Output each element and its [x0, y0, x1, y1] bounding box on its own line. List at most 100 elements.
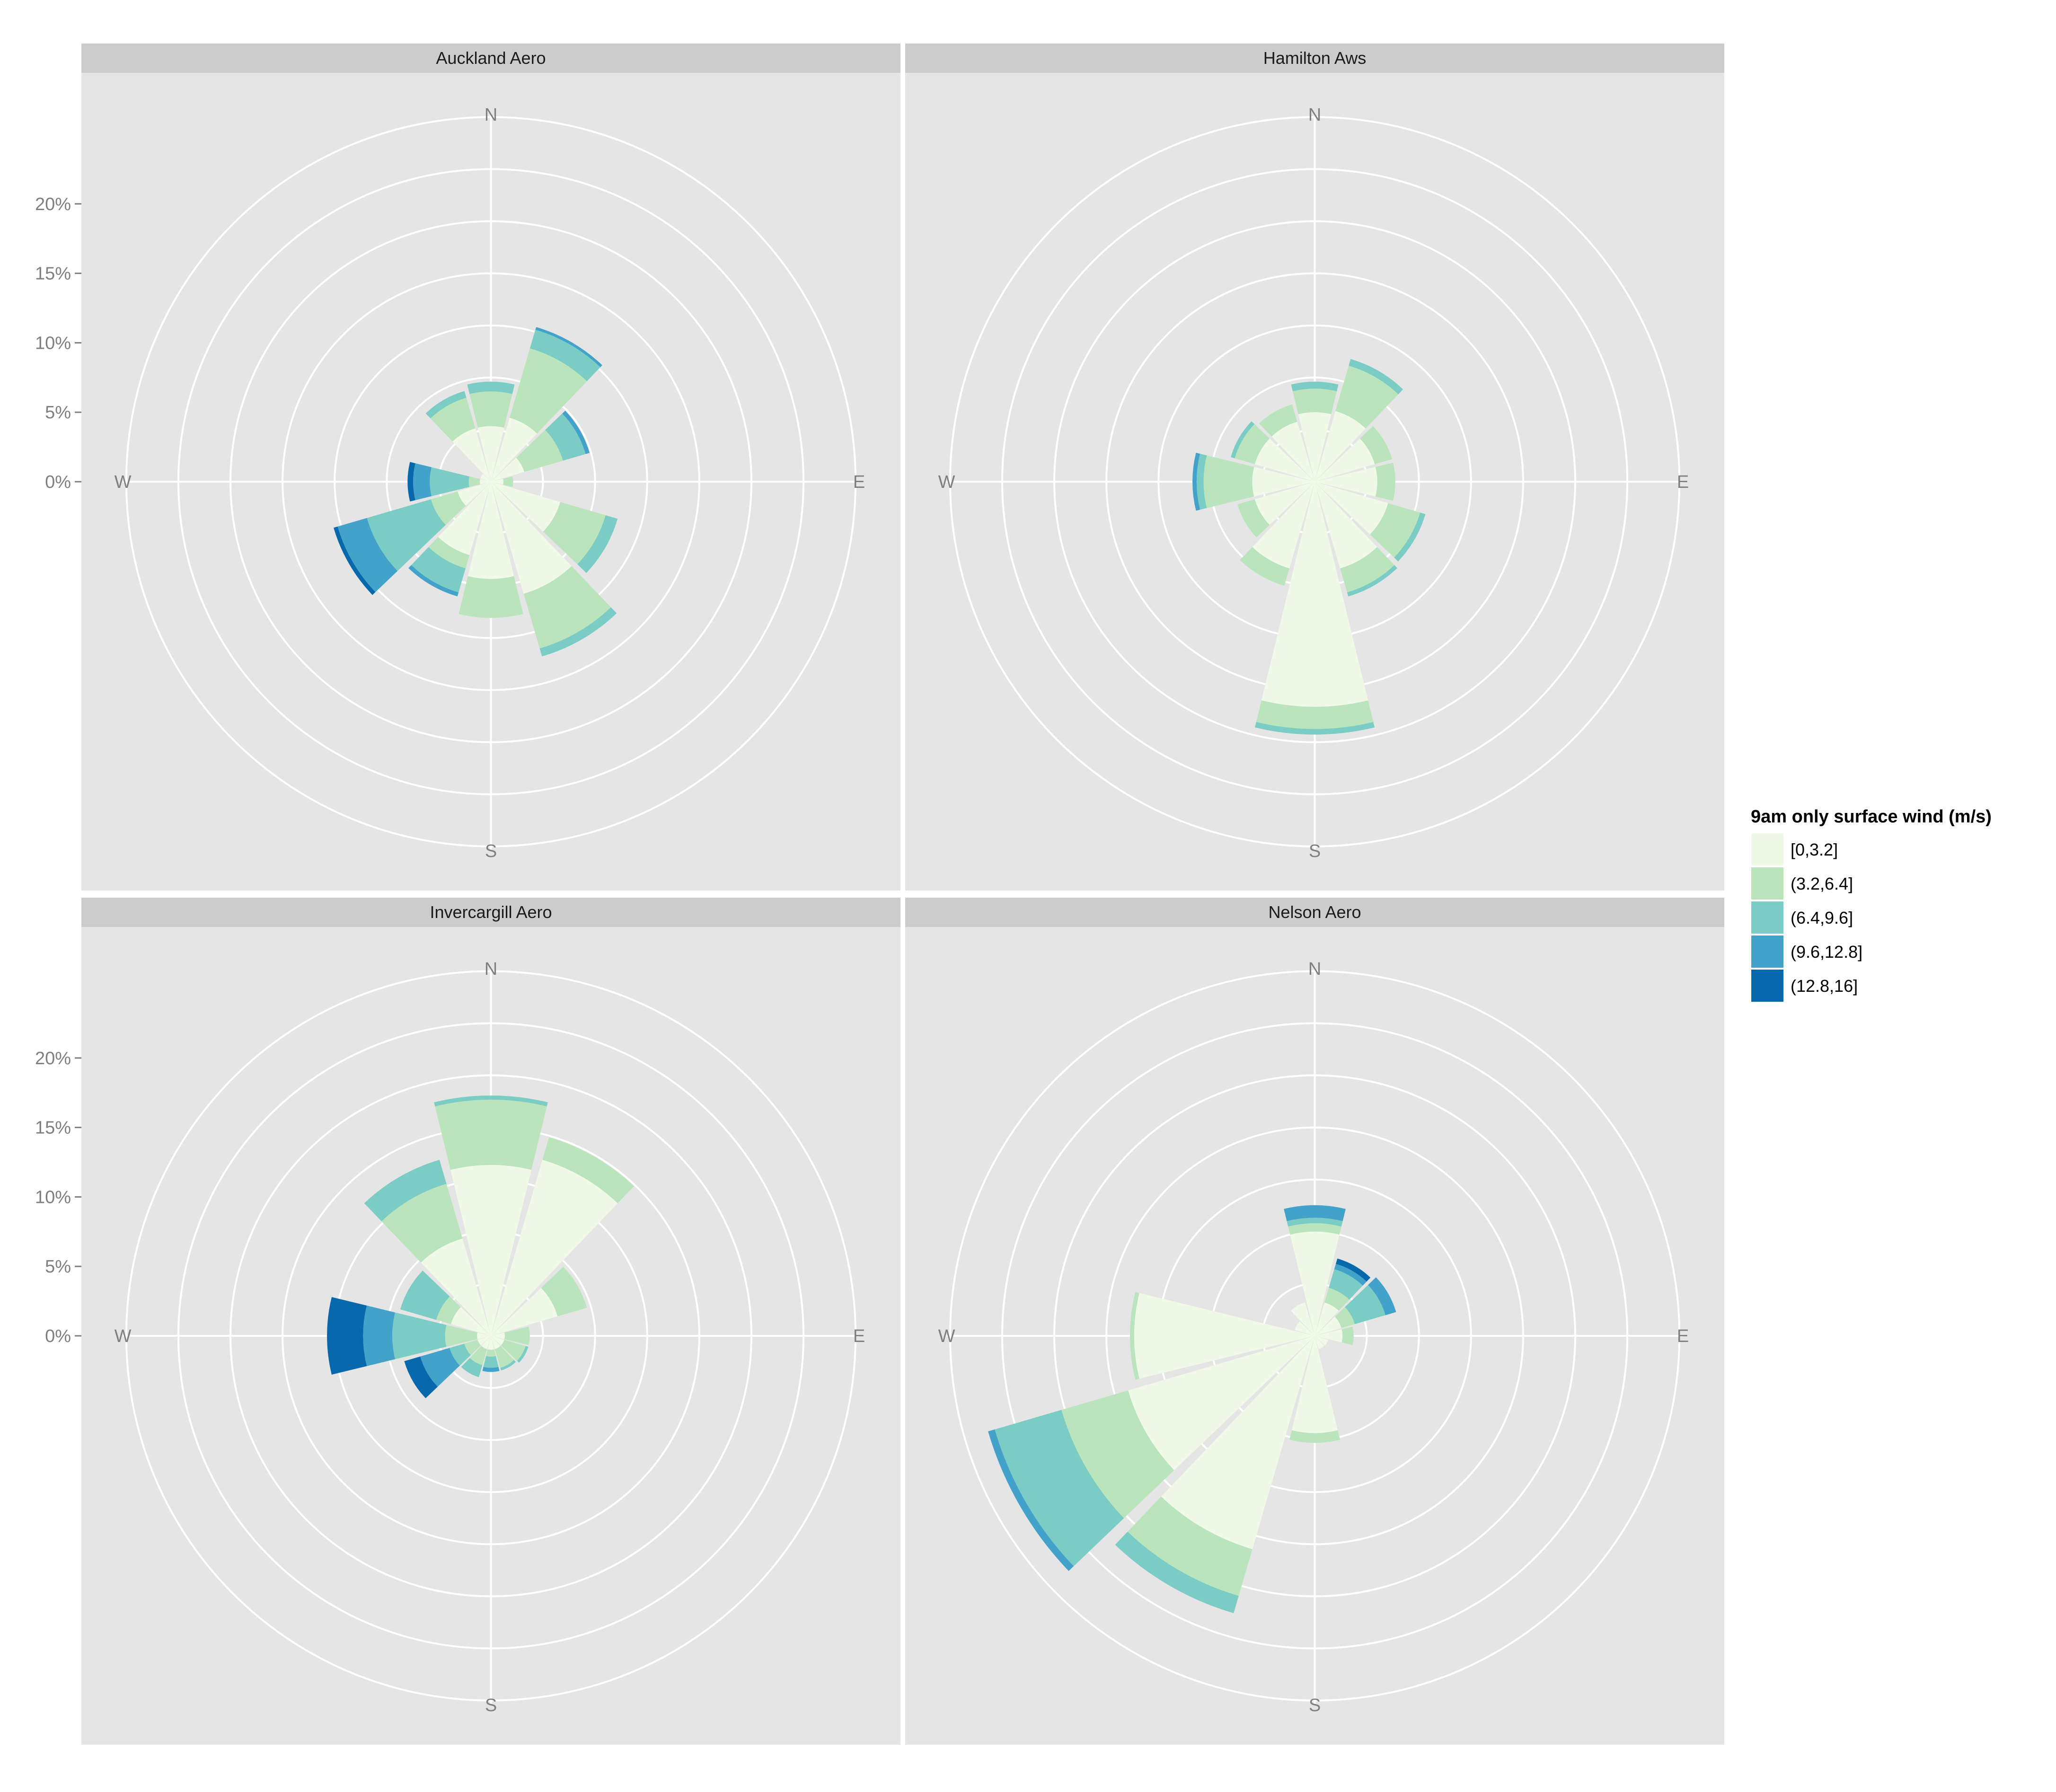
wind-sector-210deg-bin3	[411, 547, 466, 592]
legend-key-swatch	[1750, 935, 1784, 969]
wind-sector-30deg-bin4	[1334, 1263, 1367, 1286]
wind-sector-60deg-bin4	[562, 410, 590, 454]
wind-sector-180deg-bin1	[468, 482, 514, 579]
wind-sector-240deg-bin3	[367, 499, 446, 571]
legend-key-label: (6.4,9.6]	[1791, 908, 1853, 927]
wind-sector-150deg-bin3	[539, 607, 617, 657]
wind-sector-90deg-bin2	[1341, 1326, 1354, 1345]
wind-sector-30deg-bin3	[1329, 1269, 1363, 1300]
wind-sector-210deg-bin2	[428, 537, 470, 569]
wind-sector-240deg-bin2	[431, 491, 466, 525]
wind-sector-150deg-bin1	[1315, 482, 1377, 569]
wind-sector-120deg-bin1	[491, 1336, 504, 1346]
facet-nelson-aero: Nelson Aero N E S W	[905, 898, 1724, 1745]
wind-sector-210deg-bin2	[1240, 547, 1289, 586]
wind-sector-180deg-bin1	[487, 1336, 494, 1350]
wind-sector-180deg-bin1	[1291, 1336, 1338, 1433]
wind-sector-30deg-bin4	[535, 327, 602, 368]
wind-sector-240deg-bin4	[337, 518, 398, 592]
compass-label-n: N	[1308, 105, 1321, 125]
compass-label-e: E	[853, 472, 865, 492]
legend-key-swatch	[1750, 969, 1784, 1003]
wind-sector-60deg-bin1	[1315, 1316, 1341, 1336]
y-tick-label: 10%	[35, 1187, 71, 1207]
wind-sector-0deg-bin4	[1284, 1205, 1346, 1221]
legend-key-swatch	[1750, 866, 1784, 900]
wind-sector-240deg-bin1	[477, 1336, 491, 1346]
wind-sector-90deg-bin2	[503, 476, 513, 487]
wind-sector-180deg-bin2	[486, 1349, 496, 1357]
wind-sector-210deg-bin1	[438, 482, 491, 555]
wind-sector-120deg-bin1	[491, 482, 561, 532]
wind-sector-0deg-bin1	[477, 426, 504, 482]
wind-sector-300deg-bin1	[1254, 438, 1315, 482]
wind-sector-0deg-bin1	[1290, 1231, 1340, 1336]
wind-sector-240deg-bin1	[1128, 1336, 1315, 1470]
wind-sector-270deg-bin4	[363, 1306, 395, 1366]
wind-sector-0deg-bin1	[1298, 412, 1332, 482]
wind-sector-0deg-bin3	[1291, 381, 1339, 391]
wind-sector-300deg-bin1	[480, 474, 491, 482]
wind-sector-30deg-bin2	[1324, 1288, 1350, 1311]
wind-sector-180deg-bin2	[459, 576, 523, 618]
wind-sector-120deg-bin2	[543, 502, 606, 565]
wind-sector-330deg-bin2	[430, 397, 476, 442]
y-tick-label: 0%	[45, 1326, 71, 1346]
wind-sector-0deg-bin3	[1287, 1218, 1343, 1227]
wind-sector-120deg-bin3	[517, 1346, 529, 1363]
wind-sector-180deg-bin2	[1256, 700, 1374, 729]
compass-label-s: S	[485, 1695, 497, 1715]
y-tick-label: 20%	[35, 194, 71, 214]
legend: 9am only surface wind (m/s) [0,3.2] (3.2,…	[1750, 807, 1992, 1003]
wind-sector-120deg-bin1	[1315, 1336, 1328, 1346]
facet-title: Invercargill Aero	[430, 902, 552, 922]
wind-sector-330deg-bin1	[1271, 422, 1315, 482]
compass-label-w: W	[938, 1326, 955, 1346]
wind-sector-30deg-bin2	[1335, 365, 1398, 429]
legend-key-label: [0,3.2]	[1791, 840, 1838, 859]
compass-label-w: W	[115, 1326, 132, 1346]
wind-sector-270deg-bin1	[1252, 467, 1315, 497]
wind-sector-240deg-bin2	[1061, 1390, 1174, 1518]
compass-label-w: W	[115, 472, 132, 492]
wind-sector-210deg-bin3	[1115, 1531, 1239, 1614]
wind-sector-240deg-bin3	[450, 1343, 471, 1366]
wind-sector-270deg-bin2	[1203, 455, 1254, 508]
wind-sector-240deg-bin2	[1237, 499, 1270, 538]
y-tick-label: 20%	[35, 1049, 71, 1068]
wind-sector-0deg-bin1	[450, 1165, 532, 1336]
wind-sector-240deg-bin4	[420, 1348, 460, 1387]
wind-sector-150deg-bin1	[491, 482, 572, 594]
wind-sector-30deg-bin3	[529, 329, 600, 381]
wind-sector-210deg-bin4	[408, 565, 459, 597]
wind-sector-0deg-bin2	[469, 391, 512, 428]
wind-sector-300deg-bin3	[1230, 421, 1255, 459]
wind-sector-30deg-bin1	[1315, 411, 1366, 482]
wind-sector-330deg-bin3	[364, 1160, 447, 1222]
facet-strip	[905, 898, 1724, 927]
wind-sector-270deg-bin5	[327, 1297, 367, 1375]
compass-label-s: S	[1309, 1695, 1321, 1715]
facet-strip	[905, 44, 1724, 73]
facet-title: Auckland Aero	[436, 48, 546, 68]
wind-sector-90deg-bin1	[491, 1333, 505, 1339]
wind-sector-150deg-bin3	[1347, 565, 1397, 597]
wind-sector-240deg-bin1	[458, 482, 491, 506]
wind-sector-270deg-bin4	[413, 463, 432, 500]
wind-sector-150deg-bin3	[500, 1359, 516, 1371]
legend-title: 9am only surface wind (m/s)	[1751, 807, 1992, 827]
wind-sector-270deg-bin2	[468, 476, 480, 487]
wind-sector-60deg-bin1	[1315, 438, 1375, 482]
wind-sector-330deg-bin1	[421, 1238, 491, 1336]
wind-sector-180deg-bin3	[1254, 722, 1375, 735]
wind-sector-270deg-bin1	[1134, 1293, 1315, 1379]
compass-label-e: E	[1677, 1326, 1689, 1346]
compass-label-n: N	[485, 105, 497, 125]
wind-sector-240deg-bin4	[988, 1429, 1074, 1571]
compass-label-s: S	[1309, 841, 1321, 861]
wind-sector-120deg-bin2	[1370, 503, 1421, 558]
wind-sector-0deg-bin2	[435, 1099, 547, 1170]
facet-strip	[81, 44, 900, 73]
facet-hamilton-aws: Hamilton Aws N E S W	[905, 44, 1724, 891]
